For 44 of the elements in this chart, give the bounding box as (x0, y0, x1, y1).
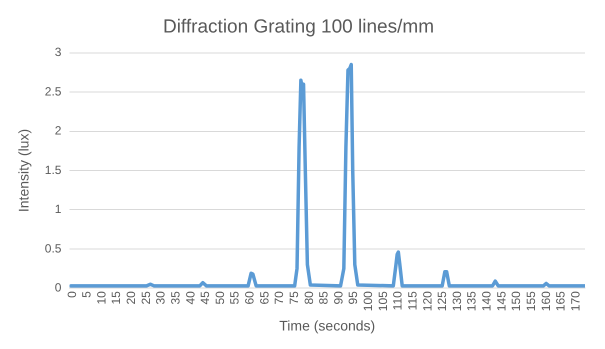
x-tick-label: 50 (212, 290, 227, 305)
x-tick-label: 120 (420, 290, 434, 312)
x-tick-label: 0 (64, 290, 79, 298)
x-tick-label: 60 (242, 290, 257, 305)
y-tick-label: 1 (54, 202, 62, 216)
x-tick-label: 105 (376, 290, 390, 312)
x-tick-label: 55 (228, 290, 242, 305)
x-tick-label: 80 (302, 290, 316, 305)
y-tick-label: 2.5 (44, 84, 62, 98)
x-tick-label: 15 (109, 290, 124, 305)
x-tick-label: 145 (494, 290, 508, 312)
x-tick-label: 70 (272, 290, 286, 305)
y-tick-label: 0.5 (44, 241, 62, 256)
x-tick-label: 165 (554, 290, 568, 312)
x-tick-label: 35 (168, 290, 182, 305)
x-tick-label: 40 (183, 290, 198, 305)
x-tick-label: 155 (524, 290, 538, 312)
x-tick-label: 90 (331, 290, 346, 305)
x-tick-label: 170 (568, 290, 582, 312)
x-tick-label: 135 (464, 290, 479, 312)
y-tick-label: 1.5 (44, 162, 62, 177)
y-tick-label: 2 (54, 124, 62, 138)
y-tick-label: 3 (54, 45, 62, 60)
x-tick-label: 115 (405, 290, 420, 310)
x-tick-label: 95 (346, 290, 360, 305)
x-tick-label: 30 (154, 290, 168, 305)
chart-title: Diffraction Grating 100 lines/mm (162, 16, 434, 38)
x-tick-label: 25 (138, 290, 153, 305)
x-tick-label: 130 (450, 290, 464, 312)
x-tick-label: 45 (198, 290, 212, 305)
x-tick-label: 10 (94, 290, 108, 305)
y-axis-title: Intensity (lux) (15, 128, 32, 212)
x-axis-title: Time (seconds) (279, 317, 376, 334)
x-tick-label: 150 (509, 290, 524, 312)
x-tick-label: 5 (80, 290, 94, 298)
x-tick-label: 85 (316, 290, 331, 305)
x-tick-label: 140 (480, 290, 494, 312)
x-tick-label: 75 (286, 290, 301, 305)
x-tick-label: 20 (124, 290, 138, 305)
x-tick-label: 110 (390, 290, 405, 310)
x-tick-label: 125 (435, 290, 450, 312)
x-tick-label: 160 (538, 290, 553, 312)
x-tick-label: 100 (361, 290, 376, 312)
x-tick-label: 65 (257, 290, 272, 305)
